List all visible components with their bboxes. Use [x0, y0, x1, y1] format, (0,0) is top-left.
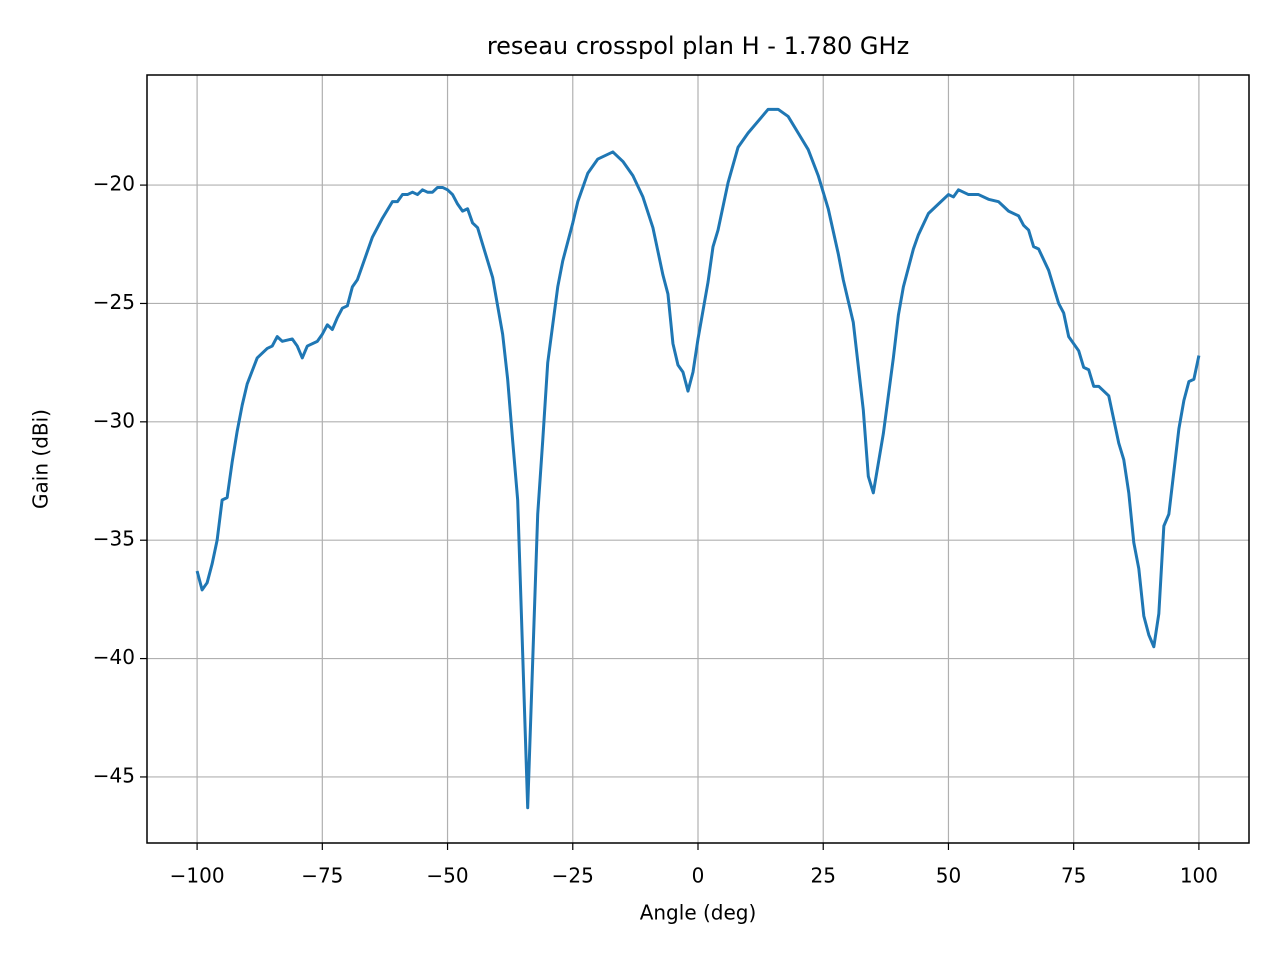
y-tick-label: −45	[93, 763, 135, 787]
y-tick-label: −25	[93, 290, 135, 314]
x-tick-label: 75	[1061, 864, 1086, 888]
chart-title: reseau crosspol plan H - 1.780 GHz	[487, 32, 909, 60]
x-tick-label: 0	[692, 864, 705, 888]
x-tick-label: −75	[301, 864, 343, 888]
x-tick-label: 25	[811, 864, 836, 888]
y-tick-label: −20	[93, 172, 135, 196]
x-tick-label: −100	[170, 864, 225, 888]
y-axis-label: Gain (dBi)	[29, 409, 53, 509]
data-line	[195, 107, 1201, 810]
x-tick-label: −50	[426, 864, 468, 888]
y-tick-label: −40	[93, 645, 135, 669]
y-tick-label: −35	[93, 527, 135, 551]
grid	[147, 75, 1249, 843]
x-tick-label: 50	[936, 864, 961, 888]
plot	[195, 107, 1201, 810]
x-tick-label: −25	[552, 864, 594, 888]
x-tick-label: 100	[1180, 864, 1218, 888]
x-axis-label: Angle (deg)	[640, 901, 757, 925]
y-tick-label: −30	[93, 408, 135, 432]
